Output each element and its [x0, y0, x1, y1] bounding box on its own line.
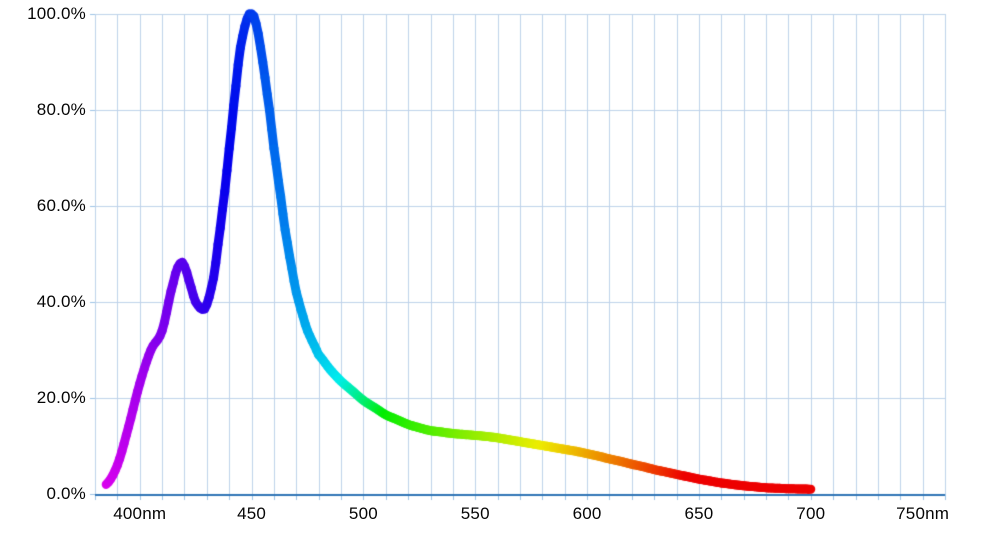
y-axis-tick-label: 0.0% — [46, 484, 86, 503]
x-axis-tick-label: 750nm — [896, 504, 950, 523]
x-axis-tick-label: 700 — [796, 504, 826, 523]
x-axis-tick-label: 400nm — [113, 504, 167, 523]
y-axis-tick-label: 20.0% — [36, 388, 86, 407]
y-axis-tick-label: 100.0% — [27, 4, 86, 23]
x-axis-tick-label: 500 — [348, 504, 378, 523]
x-axis-tick-label: 650 — [684, 504, 714, 523]
x-axis-tick-label: 550 — [460, 504, 490, 523]
y-axis-tick-label: 60.0% — [36, 196, 86, 215]
x-axis-tick-label: 450 — [237, 504, 267, 523]
y-axis-tick-label: 40.0% — [36, 292, 86, 311]
x-axis-tick-label: 600 — [572, 504, 602, 523]
y-axis-tick-label: 80.0% — [36, 100, 86, 119]
